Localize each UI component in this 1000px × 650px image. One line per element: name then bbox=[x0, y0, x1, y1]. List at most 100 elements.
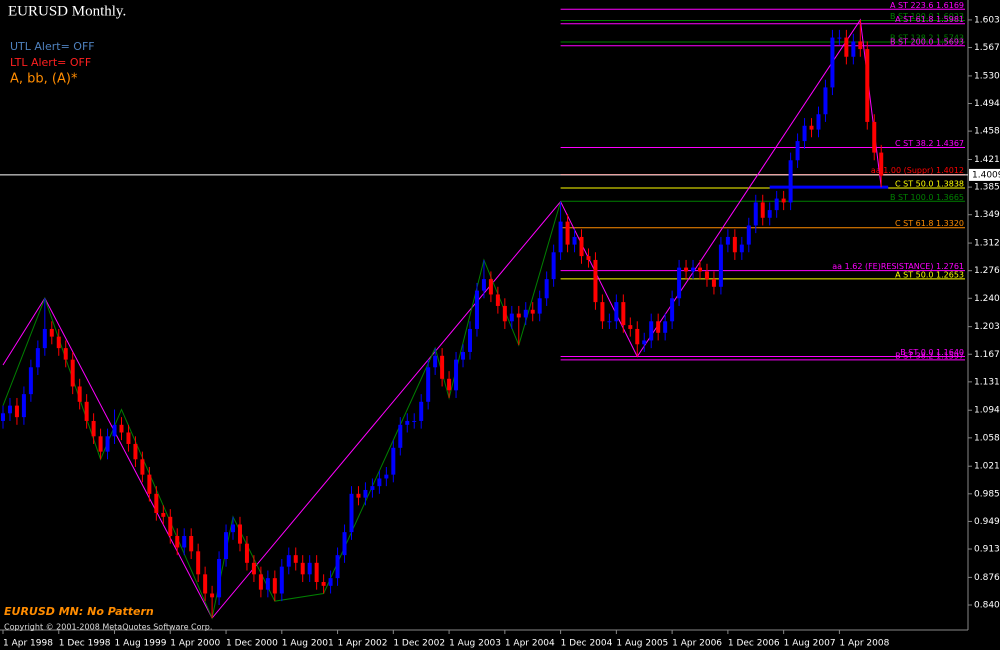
y-tick-label: 1.5300 bbox=[974, 71, 1000, 81]
candle-body bbox=[237, 524, 242, 544]
candle-body bbox=[872, 121, 877, 153]
candle-body bbox=[105, 436, 110, 452]
candle-body bbox=[419, 401, 424, 421]
candle-body bbox=[663, 321, 668, 333]
candle-body bbox=[377, 478, 382, 487]
level-label: B ST 138.2 1.5743 bbox=[890, 33, 964, 42]
candle-body bbox=[42, 328, 47, 349]
x-tick-label: 1 Dec 2000 bbox=[226, 639, 278, 649]
candle-body bbox=[35, 348, 40, 368]
y-tick-label: 1.1310 bbox=[974, 377, 1000, 387]
candle-body bbox=[265, 578, 270, 590]
x-tick-label: 1 Aug 2007 bbox=[784, 639, 836, 649]
y-tick-label: 1.2400 bbox=[974, 294, 1000, 304]
candle-body bbox=[258, 574, 263, 590]
y-tick-label: 1.4940 bbox=[974, 99, 1000, 109]
candle-body bbox=[196, 551, 201, 575]
candle-body bbox=[14, 405, 19, 418]
candle-body bbox=[300, 562, 305, 575]
candle-body bbox=[63, 348, 68, 360]
candle-body bbox=[718, 244, 723, 287]
x-tick-label: 1 Apr 2004 bbox=[505, 639, 555, 649]
x-tick-label: 1 Apr 2008 bbox=[839, 639, 889, 649]
candle-body bbox=[649, 321, 654, 341]
candle-body bbox=[781, 198, 786, 203]
candle-body bbox=[816, 114, 821, 130]
candle-body bbox=[858, 41, 863, 50]
candle-body bbox=[642, 340, 647, 345]
x-tick-label: 1 Dec 2002 bbox=[393, 639, 445, 649]
x-tick-label: 1 Dec 1998 bbox=[59, 639, 111, 649]
level-label: A ST 61.8 1.5981 bbox=[895, 15, 964, 24]
x-tick-label: 1 Dec 2004 bbox=[561, 639, 613, 649]
candle-body bbox=[746, 225, 751, 245]
level-label: B ST 200.0 1.5693 bbox=[890, 37, 964, 46]
candle-body bbox=[126, 432, 131, 444]
candle-body bbox=[593, 259, 598, 303]
candle-body bbox=[851, 41, 856, 57]
candle-body bbox=[21, 394, 26, 418]
level-label: C ST 38.2 1.4367 bbox=[895, 139, 964, 148]
x-tick-label: 1 Aug 1999 bbox=[115, 639, 167, 649]
level-label: aa 1.62 (FE)RESISTANCE) 1.2761 bbox=[832, 262, 964, 271]
candle-body bbox=[447, 378, 452, 391]
candle-body bbox=[656, 321, 661, 333]
note: A, bb, (A)* bbox=[10, 72, 78, 87]
candles bbox=[1, 19, 884, 619]
candle-body bbox=[509, 313, 514, 322]
y-tick-label: 1.3490 bbox=[974, 210, 1000, 220]
candle-body bbox=[307, 562, 312, 575]
candle-body bbox=[56, 336, 61, 349]
candle-body bbox=[342, 532, 347, 556]
y-tick-label: 1.3850 bbox=[974, 183, 1000, 193]
note: LTL Alert= OFF bbox=[10, 56, 91, 69]
candle-body bbox=[461, 351, 466, 360]
y-tick-label: 1.6030 bbox=[974, 15, 1000, 25]
x-tick-label: 1 Aug 2001 bbox=[282, 639, 334, 649]
notes: UTL Alert= OFF LTL Alert= OFF A, bb, (A)* bbox=[10, 40, 95, 87]
y-tick-label: 1.2760 bbox=[974, 266, 1000, 276]
candle-body bbox=[335, 555, 340, 579]
candle-body bbox=[440, 355, 445, 379]
y-tick-label: 1.1670 bbox=[974, 350, 1000, 360]
candle-body bbox=[502, 305, 507, 322]
candle-body bbox=[70, 359, 75, 387]
candle-body bbox=[426, 367, 431, 402]
x-tick-label: 1 Apr 2002 bbox=[338, 639, 388, 649]
candle-body bbox=[328, 578, 333, 586]
candle-body bbox=[551, 252, 556, 280]
note: UTL Alert= OFF bbox=[10, 40, 95, 53]
candle-body bbox=[370, 486, 375, 490]
candle-body bbox=[119, 424, 124, 433]
chart-title: EURUSD Monthly. bbox=[8, 3, 126, 19]
candle-body bbox=[189, 535, 194, 552]
candle-body bbox=[7, 405, 12, 414]
candle-body bbox=[614, 302, 619, 322]
candle-body bbox=[586, 256, 591, 260]
x-tick-label: 1 Dec 2006 bbox=[728, 639, 780, 649]
candle-body bbox=[677, 267, 682, 299]
y-tick-label: 1.0940 bbox=[974, 406, 1000, 416]
candle-body bbox=[398, 424, 403, 448]
candle-body bbox=[98, 436, 103, 452]
level-label: C ST 50.0 1.3838 bbox=[895, 180, 964, 189]
candle-body bbox=[488, 279, 493, 295]
candle-body bbox=[565, 221, 570, 245]
y-tick-label: 1.4580 bbox=[974, 127, 1000, 137]
candle-body bbox=[544, 279, 549, 299]
candle-body bbox=[767, 210, 772, 218]
y-tick-label: 1.4210 bbox=[974, 155, 1000, 165]
candle-body bbox=[405, 420, 410, 425]
axes: 1.6030 1.5670 1.5300 1.4940 1.4580 1.4210 1.38… bbox=[2, 15, 1000, 649]
y-tick-label: 1.5670 bbox=[974, 43, 1000, 53]
candle-body bbox=[537, 298, 542, 314]
candle-body bbox=[433, 355, 438, 368]
x-tick-label: 1 Apr 1998 bbox=[3, 639, 53, 649]
candle-body bbox=[725, 236, 730, 245]
candle-body bbox=[732, 236, 737, 253]
candle-body bbox=[28, 367, 33, 395]
level-label: A ST 223.6 1.6169 bbox=[890, 1, 964, 10]
